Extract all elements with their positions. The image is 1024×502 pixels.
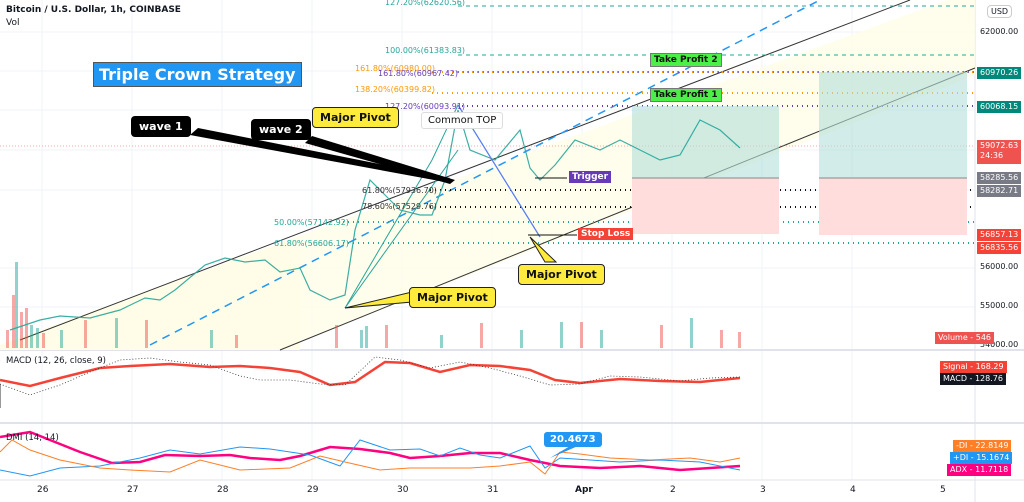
volume-tag-label: Volume — [938, 333, 968, 342]
long-position-2-loss-zone — [819, 178, 967, 235]
fib-label: 50.00%(57142.92) — [274, 218, 349, 227]
time-tick: 28 — [217, 485, 229, 495]
channel-upper-line — [19, 0, 911, 341]
long-position-2-profit-zone — [819, 72, 967, 178]
price-tick: 55000.00 — [980, 301, 1019, 310]
stop2-price-tag: 56835.56 — [977, 242, 1022, 254]
macd-title[interactable]: MACD (12, 26, close, 9) — [6, 356, 106, 366]
macd-label: MACD — [943, 374, 967, 383]
currency-button[interactable]: USD — [987, 5, 1013, 18]
tp1-price-tag: 60068.15 — [977, 101, 1022, 113]
fib-label: 127.20%(62620.56) — [385, 0, 466, 7]
adx-label: ADX — [950, 465, 968, 474]
major-pivot-bottom-callout[interactable]: Major Pivot — [409, 287, 496, 308]
price-tick: 56000.00 — [980, 262, 1019, 271]
minus-di-tag: -DI - 22.8149 — [953, 440, 1012, 452]
dmi-pane — [0, 430, 741, 477]
volume-indicator-label[interactable]: Vol — [6, 18, 20, 28]
wave1-callout[interactable]: wave 1 — [131, 116, 191, 137]
time-tick: 26 — [37, 485, 49, 495]
time-tick: 29 — [307, 485, 319, 495]
fib-label: 138.20%(60399.82) — [355, 85, 436, 94]
symbol-title[interactable]: Bitcoin / U.S. Dollar, 1h, COINBASE — [6, 5, 181, 15]
dmi-value-callout[interactable]: 20.4673 — [544, 432, 602, 447]
stop-price-tag: 56857.13 — [977, 229, 1022, 241]
time-tick: Apr — [575, 485, 593, 495]
plus-di-label: +DI — [953, 453, 969, 462]
major-pivot-top-callout[interactable]: Major Pivot — [312, 107, 399, 128]
bar-countdown: 24:36 — [980, 151, 1004, 160]
dmi-title[interactable]: DMI (14, 14) — [6, 433, 59, 443]
tp2-price-tag: 60970.26 — [977, 67, 1022, 79]
volume-tag: Volume - 546 — [935, 332, 995, 344]
macd-signal-tag: Signal - 168.29 — [940, 361, 1007, 373]
wave2-callout[interactable]: wave 2 — [251, 119, 311, 140]
volume-tag-value: 546 — [975, 333, 992, 342]
adx-tag: ADX - 11.7118 — [947, 464, 1012, 476]
entry-price-tag: 58285.56 — [977, 172, 1022, 184]
stop-loss-label[interactable]: Stop Loss — [578, 228, 634, 240]
plus-di-tag: +DI - 15.1674 — [950, 452, 1013, 464]
minus-di-label: -DI — [956, 441, 968, 450]
time-tick: 2 — [670, 485, 676, 495]
fib-label: 78.60%(57529.76) — [362, 202, 437, 211]
time-tick: 31 — [487, 485, 499, 495]
time-tick: 30 — [397, 485, 409, 495]
long-position-profit-zone — [632, 106, 779, 178]
last-price-tag: 59072.63 24:36 — [977, 140, 1022, 164]
time-tick: 5 — [940, 485, 946, 495]
take-profit-2-label[interactable]: Take Profit 2 — [650, 53, 722, 67]
entry2-price-tag: 58282.71 — [977, 185, 1022, 197]
time-tick: 27 — [127, 485, 139, 495]
fib-label: 127.20%(60093.91) — [385, 102, 466, 111]
macd-value-tag: MACD - 128.76 — [940, 373, 1006, 385]
adx-value: 11.7118 — [975, 465, 1009, 474]
trigger-label[interactable]: Trigger — [569, 171, 612, 183]
wave1-pointer — [190, 128, 450, 182]
price-tick: 62000.00 — [980, 27, 1019, 36]
time-tick: 4 — [850, 485, 856, 495]
take-profit-1-label[interactable]: Take Profit 1 — [650, 88, 722, 102]
macd-value: 128.76 — [974, 374, 1003, 383]
volume-bars — [6, 262, 741, 348]
fib-label: 161.80%(60980.00) — [355, 64, 436, 73]
time-tick: 3 — [760, 485, 766, 495]
major-pivot-right-callout[interactable]: Major Pivot — [518, 264, 605, 285]
minus-di-value: 22.8149 — [975, 441, 1009, 450]
wave2-pointer — [305, 136, 455, 184]
fib-label: 61.80%(57936.70) — [362, 186, 437, 195]
last-price: 59072.63 — [980, 141, 1019, 150]
fib-label: 100.00%(61383.83) — [385, 46, 466, 55]
price-tick: 54000.00 — [980, 340, 1019, 349]
signal-label: Signal — [943, 362, 968, 371]
macd-pane — [0, 356, 741, 408]
long-position-loss-zone — [632, 178, 779, 234]
fib-label: 61.80%(56606.17) — [274, 239, 349, 248]
plus-di-value: 15.1674 — [976, 453, 1010, 462]
signal-value: 168.29 — [975, 362, 1004, 371]
common-top-label[interactable]: Common TOP — [421, 112, 504, 129]
candlesticks — [9, 109, 741, 331]
fib-label: 161.80%(60967.42) — [378, 69, 459, 78]
strategy-title-box[interactable]: Triple Crown Strategy — [93, 62, 302, 87]
